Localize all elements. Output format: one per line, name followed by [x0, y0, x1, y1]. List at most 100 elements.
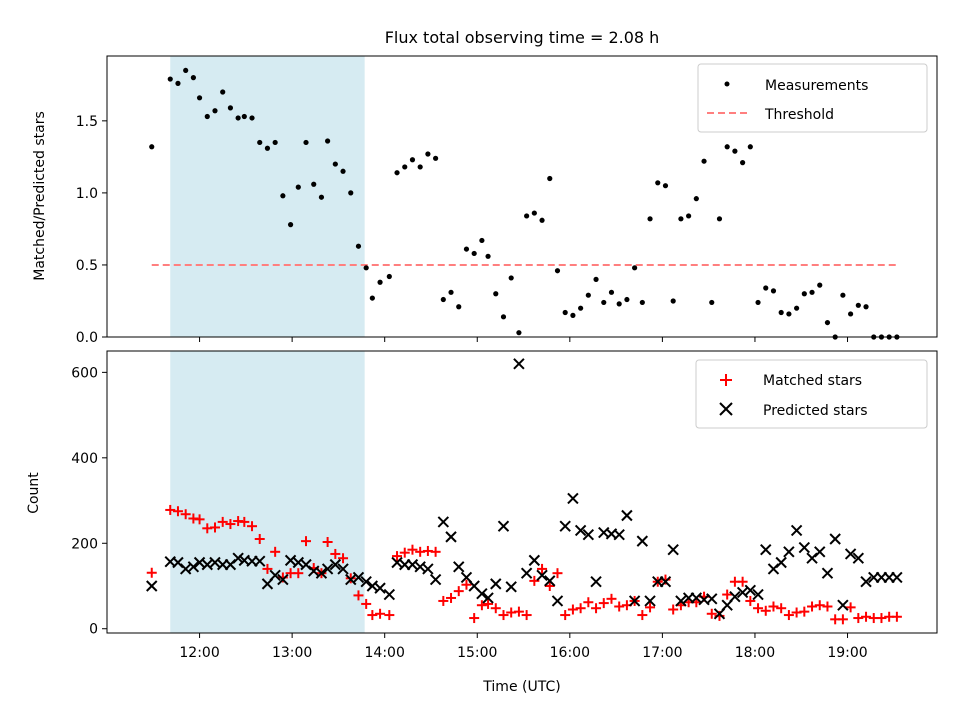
predicted-point: [374, 582, 386, 594]
ratio-panel: Flux total observing time = 2.08 h 0.00.…: [32, 28, 938, 346]
predicted-point: [837, 599, 849, 611]
predicted-point: [445, 531, 457, 543]
measurement-point: [678, 216, 684, 222]
matched-point: [293, 568, 304, 579]
measurement-point: [318, 194, 325, 200]
y-axis-ticks: 0 200 400 600: [71, 365, 107, 638]
x-tick-label: 18:00: [735, 645, 775, 661]
matched-point: [521, 610, 532, 621]
matched-point: [591, 603, 602, 614]
predicted-point: [783, 546, 795, 558]
predicted-point: [790, 524, 803, 537]
measurement-point: [463, 246, 470, 252]
measurement-point: [448, 289, 454, 295]
matched-point: [768, 601, 779, 612]
measurement-point: [190, 75, 196, 81]
x-tick-label: 16:00: [550, 645, 590, 661]
measurement-point: [204, 113, 210, 120]
measurement-point: [212, 108, 218, 114]
matched-point: [583, 597, 594, 608]
matched-point: [614, 601, 625, 612]
matched-point: [392, 551, 403, 562]
measurement-point: [235, 115, 241, 121]
measurement-point: [539, 217, 545, 223]
measurement-point: [593, 276, 599, 282]
measurement-point: [786, 311, 792, 317]
matched-point: [165, 504, 176, 515]
legend: Matched stars Predicted stars: [695, 359, 928, 429]
predicted-point: [254, 555, 266, 567]
predicted-point: [476, 587, 488, 600]
measurement-point: [425, 151, 431, 157]
y-axis-ticks: 0.0 0.5 1.0 1.5: [76, 114, 107, 346]
matched-point: [668, 604, 679, 615]
y-tick-label: 0.0: [76, 330, 98, 346]
predicted-point: [821, 567, 834, 579]
predicted-point: [429, 573, 442, 586]
predicted-point: [321, 563, 334, 575]
x-axis-ticks: [199, 337, 849, 342]
measurement-point: [440, 296, 446, 303]
measurement-point: [562, 309, 568, 316]
measurement-point: [183, 67, 189, 74]
matched-point: [876, 613, 887, 624]
measurement-point: [763, 285, 769, 291]
matched-point: [853, 613, 864, 624]
matched-point: [446, 592, 457, 603]
x-tick-label: 19:00: [827, 645, 867, 661]
measurement-point: [249, 115, 255, 121]
measurement-point: [479, 237, 485, 244]
matched-point: [399, 547, 410, 558]
matched-point: [338, 553, 349, 564]
y-tick-label: 1.5: [76, 114, 98, 130]
measurement-point: [394, 170, 400, 176]
predicted-point: [844, 548, 857, 560]
matched-point: [598, 598, 609, 609]
predicted-point: [659, 576, 672, 588]
predicted-point: [360, 576, 372, 588]
matched-point: [822, 601, 833, 612]
predicted-point: [232, 552, 244, 564]
x-tick-label: 14:00: [365, 645, 405, 661]
y-tick-label: 1.0: [76, 186, 98, 202]
matched-point: [146, 567, 157, 578]
predicted-point: [497, 520, 510, 532]
measurement-point: [149, 144, 155, 150]
matched-point: [384, 610, 395, 621]
predicted-point: [636, 535, 649, 547]
measurement-point: [732, 148, 738, 154]
legend-plus-icon: [720, 374, 732, 386]
predicted-point: [520, 567, 533, 579]
measurement-point: [655, 180, 661, 186]
matched-point: [367, 610, 378, 621]
predicted-point: [798, 541, 811, 554]
measurement-point: [840, 292, 846, 298]
matched-point: [209, 522, 220, 533]
measurement-point: [686, 213, 692, 219]
measurement-point: [500, 314, 507, 320]
measurement-point: [363, 265, 369, 271]
matched-point: [807, 601, 818, 612]
legend-label-predicted: Predicted stars: [763, 403, 868, 419]
legend-box: [695, 359, 928, 429]
y-tick-label: 0: [89, 622, 98, 638]
matched-point: [483, 598, 494, 609]
measurement-point: [493, 291, 499, 297]
measurement-point: [855, 302, 861, 308]
measurement-point: [295, 184, 301, 190]
measurement-point: [639, 299, 645, 306]
matched-point: [513, 606, 524, 617]
measurement-point: [524, 213, 530, 219]
matched-point: [172, 506, 183, 517]
measurement-point: [817, 282, 823, 288]
measurement-point: [747, 144, 753, 150]
predicted-point: [505, 581, 517, 593]
legend-dot-icon: [724, 81, 730, 87]
measurement-point: [325, 138, 331, 144]
matched-point: [783, 610, 794, 621]
predicted-point: [628, 595, 641, 607]
legend-label-matched: Matched stars: [763, 373, 862, 389]
matched-point: [461, 579, 472, 590]
measurement-point: [402, 164, 408, 170]
predicted-point: [829, 533, 841, 545]
